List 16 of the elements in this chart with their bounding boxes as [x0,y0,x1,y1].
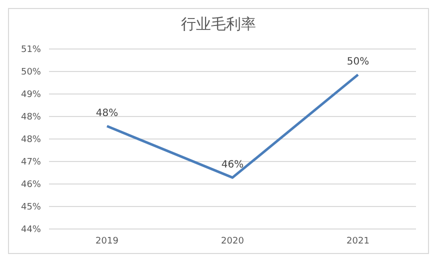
x-tick-label: 2020 [221,236,244,246]
y-tick-label: 49% [20,90,42,100]
y-tick-label: 45% [20,202,42,213]
y-tick-label: 51% [20,45,42,56]
x-tick-label: 2021 [346,236,370,246]
y-tick-label: 48% [20,135,42,146]
y-tick-label: 44% [20,225,42,236]
chart-title: 行业毛利率 [180,15,257,35]
y-tick-label: 47% [20,158,42,168]
y-tick-label: 50% [20,68,42,78]
data-label: 50% [346,56,370,68]
y-tick-label: 48% [20,112,42,123]
x-tick-label: 2019 [96,236,119,246]
y-tick-label: 46% [20,180,42,190]
data-label: 46% [221,160,244,171]
data-label: 48% [96,108,118,120]
